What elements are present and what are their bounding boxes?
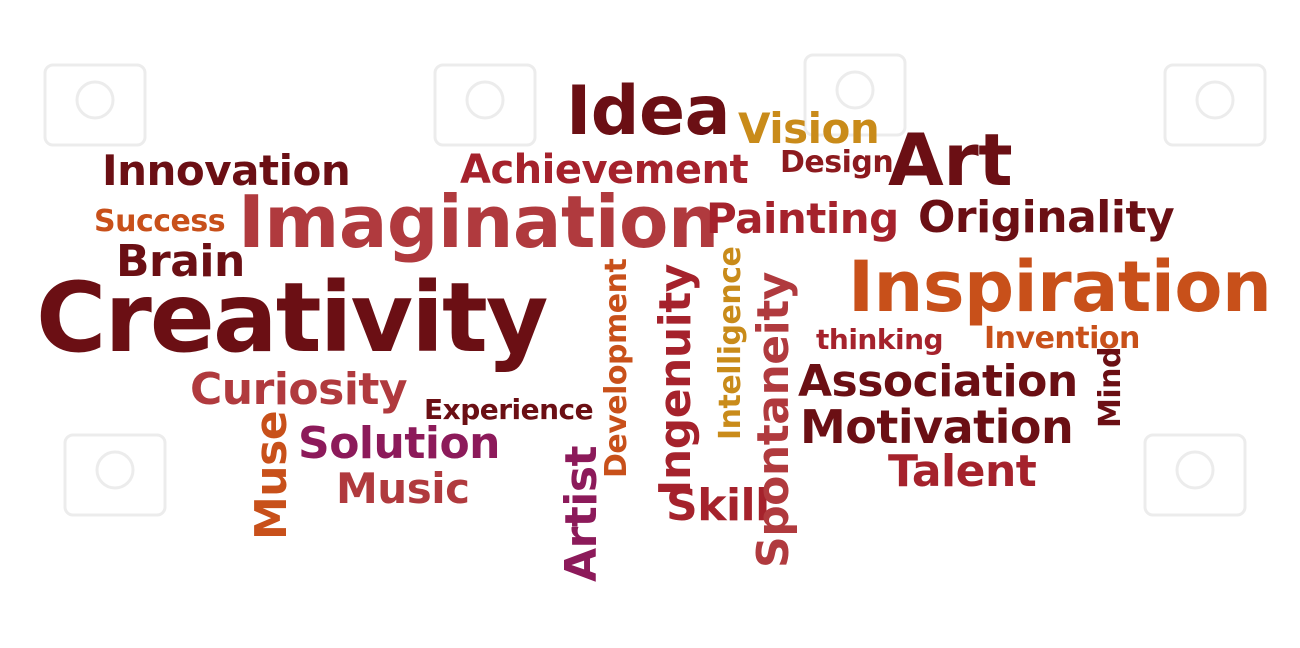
word-muse: Muse: [246, 410, 297, 540]
word-brain: Brain: [116, 236, 245, 287]
watermark-logo: [433, 63, 537, 147]
word-association: Association: [798, 356, 1078, 407]
word-vision: Vision: [738, 104, 880, 153]
word-idea: Idea: [566, 72, 730, 151]
word-painting: Painting: [706, 194, 899, 243]
word-invention: Invention: [984, 321, 1140, 356]
word-curiosity: Curiosity: [190, 364, 408, 415]
word-skill: Skill: [666, 480, 770, 531]
word-ingenuity: Ingenuity: [650, 264, 701, 496]
watermark-logo: [63, 433, 167, 517]
word-motivation: Motivation: [800, 400, 1074, 454]
word-design: Design: [780, 145, 894, 180]
word-music: Music: [336, 464, 470, 513]
word-artist: Artist: [556, 445, 607, 582]
word-creativity: Creativity: [36, 262, 548, 374]
word-thinking: thinking: [816, 323, 944, 356]
word-mind: Mind: [1093, 347, 1128, 428]
word-success: Success: [94, 204, 226, 239]
word-art: Art: [888, 118, 1013, 202]
watermark-logo: [1163, 63, 1267, 147]
watermark-logo: [1143, 433, 1247, 517]
word-imagination: Imagination: [238, 180, 719, 264]
word-intelligence: Intelligence: [713, 246, 748, 440]
word-innovation: Innovation: [102, 146, 351, 195]
word-experience: Experience: [424, 393, 594, 426]
word-achievement: Achievement: [460, 147, 749, 193]
word-inspiration: Inspiration: [848, 246, 1272, 328]
watermark-logo: [43, 63, 147, 147]
word-spontaneity: Spontaneity: [748, 272, 799, 568]
word-originality: Originality: [918, 192, 1175, 243]
word-solution: Solution: [298, 418, 501, 469]
word-talent: Talent: [888, 446, 1037, 497]
